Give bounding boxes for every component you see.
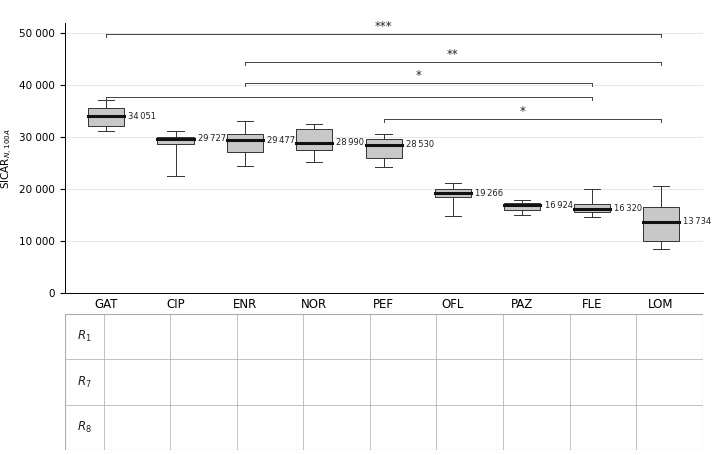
Text: 29 477: 29 477: [267, 136, 295, 145]
Bar: [574, 204, 609, 212]
Text: *: *: [415, 69, 421, 81]
Y-axis label: SICAR$_{N,100A}$: SICAR$_{N,100A}$: [0, 128, 15, 188]
Text: 28 990: 28 990: [336, 138, 364, 147]
Bar: [227, 134, 263, 152]
Bar: [435, 189, 471, 197]
Bar: [366, 139, 402, 157]
Bar: [158, 137, 194, 144]
Text: 13 734: 13 734: [683, 217, 711, 227]
Bar: [88, 108, 124, 126]
Text: $R_7$: $R_7$: [77, 374, 91, 390]
Text: $R_8$: $R_8$: [77, 420, 92, 435]
Text: *: *: [519, 105, 526, 118]
Bar: [643, 207, 679, 241]
Bar: [504, 203, 541, 210]
Text: **: **: [447, 48, 459, 61]
Text: 16 320: 16 320: [614, 204, 642, 213]
Bar: [296, 129, 332, 150]
Text: 29 727: 29 727: [198, 134, 226, 143]
Text: 16 924: 16 924: [544, 201, 572, 210]
Text: 34 051: 34 051: [128, 111, 156, 121]
Text: ***: ***: [375, 20, 392, 33]
Text: $R_1$: $R_1$: [77, 329, 91, 344]
Text: 28 530: 28 530: [406, 141, 434, 149]
Text: 19 266: 19 266: [475, 189, 503, 197]
